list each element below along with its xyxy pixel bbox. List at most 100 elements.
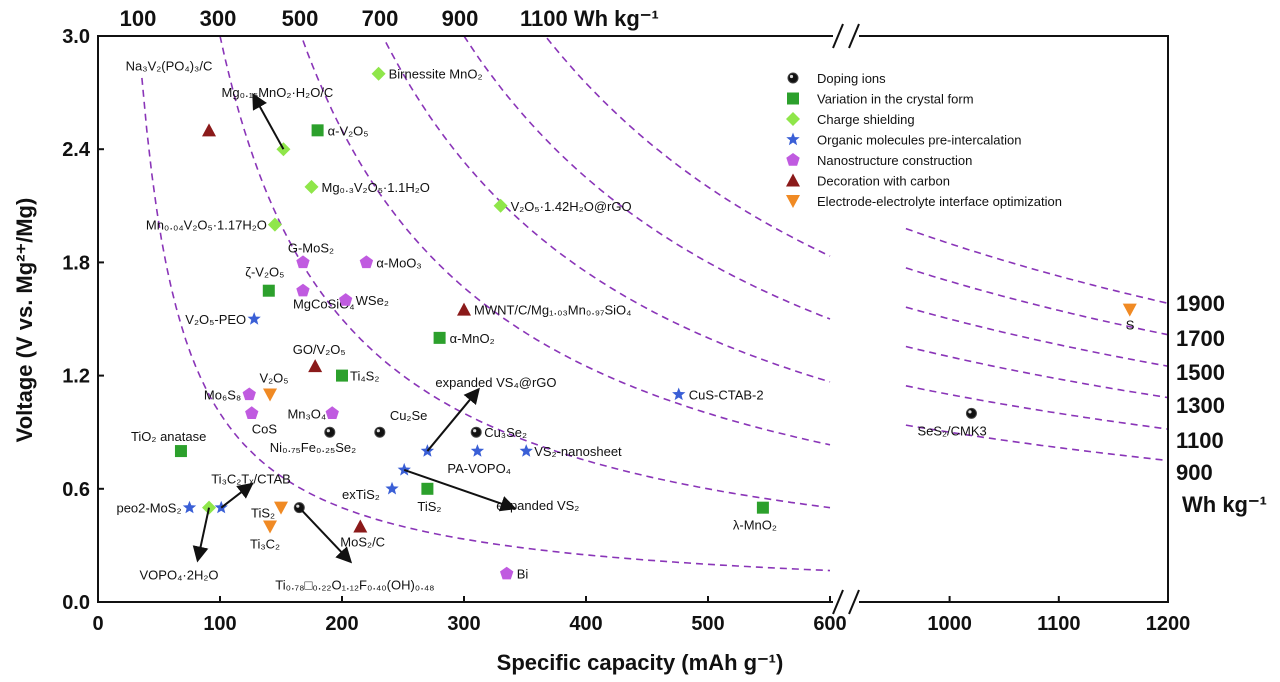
data-point: MoS₂/C [340,519,385,550]
x-tick-label: 1100 [1037,613,1080,635]
top-energy-label: 900 [442,6,479,31]
right-energy-unit: Wh kg⁻¹ [1182,492,1267,517]
point-label: Mg₀.₁₅MnO₂·H₂O/C [222,85,334,100]
marker-pentagon [786,153,800,166]
x-tick-label: 400 [569,613,602,635]
marker-triangle-down [1122,303,1137,317]
marker-square [421,482,434,495]
marker-star [182,500,197,514]
legend-label: Organic molecules pre-intercalation [817,133,1021,148]
data-point: WSe₂ [339,293,389,308]
axis-ticks: 0 100 200 300 400 500 600 1000 1100 1200 0.0 0.6 1.2… [62,6,1267,635]
point-label: TiS₂ [417,499,441,514]
iso-energy-curve-right-1900 [905,227,1169,305]
data-point: α-V₂O₅ [311,123,369,138]
point-label: V₂O₅-PEO [185,312,246,327]
marker-star [247,312,261,325]
point-label: α-MoO₃ [376,255,421,270]
x-tick-label: 600 [813,613,846,635]
marker-diamond [493,198,508,213]
marker-triangle [202,123,217,137]
top-energy-label: 700 [362,6,399,31]
legend-label: Variation in the crystal form [817,92,974,107]
legend-item: Organic molecules pre-intercalation [786,132,1021,148]
marker-circle [965,407,977,419]
data-point: Na₃V₂(PO₄)₃/C [126,58,217,137]
point-label: Mg₀.₃V₂O₅·1.1H₂O [322,180,430,195]
marker-triangle-down [263,388,278,402]
x-tick-label: 0 [92,613,103,635]
marker-triangle [457,302,471,316]
legend-item: Charge shielding [786,112,915,127]
marker-star [786,132,800,146]
iso-energy-curve-right-1100 [905,385,1169,430]
data-point: TiS₂ [251,501,288,521]
data-point: V₂O₅·1.42H₂O@rGO [493,198,632,214]
point-label: Mn₃O₄ [287,406,326,421]
data-points: Birnessite MnO₂ Mg₀.₁₅MnO₂·H₂O/C Na₃V₂(PO₄… [116,58,1137,593]
marker-pentagon [500,566,514,580]
point-label: Ti₃C₂ [250,537,280,552]
marker-circle [470,426,482,438]
marker-triangle [786,173,800,187]
marker-pentagon [296,255,310,269]
point-label: G-MoS₂ [288,240,334,255]
data-point: GO/V₂O₅ [293,342,346,373]
marker-triangle [353,519,368,533]
legend-item: Nanostructure construction [786,153,972,168]
marker-highlight [326,429,330,433]
right-energy-label: 1900 [1176,291,1225,316]
point-label: CoS [252,421,278,436]
iso-energy-curve-right-1700 [905,267,1169,336]
y-tick-label: 0.6 [62,479,90,501]
point-label: CuS-CTAB-2 [689,387,764,402]
x-tick-label: 1200 [1146,613,1191,635]
point-label: Cu₃Se₂ [484,425,527,440]
data-point: SeS₂/CMK3 [917,407,987,438]
point-label: S [1126,318,1135,333]
y-tick-label: 3.0 [62,26,90,48]
point-label: MgCoSiO₄ [293,297,355,312]
point-label: Na₃V₂(PO₄)₃/C [126,58,213,73]
marker-triangle-down [274,501,288,515]
x-axis-title: Specific capacity (mAh g⁻¹) [497,650,784,675]
point-label: V₂O₅ [259,370,288,385]
point-label: expanded VS₂ [496,498,579,513]
point-label: peo2-MoS₂ [116,501,181,516]
x-tick-label: 200 [325,613,358,635]
y-tick-label: 2.4 [62,139,91,161]
marker-triangle-down [263,520,278,534]
legend-label: Charge shielding [817,112,915,127]
iso-energy-curve-right-1500 [905,306,1169,367]
point-label: Cu₂Se [390,408,428,423]
point-label: WSe₂ [356,293,389,308]
plot-frame [97,23,1169,615]
point-label: Ni₀.₇₅Fe₀.₂₅Se₂ [270,440,356,455]
point-label: expanded VS₄@rGO [435,375,556,390]
marker-highlight [968,410,972,414]
marker-star [470,444,485,457]
y-tick-label: 1.8 [62,252,90,274]
data-point: V₂O₅ [259,370,289,402]
data-point: Ti₃C₂ [250,520,280,552]
point-label: TiS₂ [251,506,275,521]
data-point: Cu₃Se₂ [470,425,527,440]
marker-pentagon [325,406,339,419]
data-point: V₂O₅-PEO [185,312,261,327]
axis-break-mark [832,23,844,49]
point-label: MoS₂/C [340,535,385,550]
marker-highlight [789,74,794,79]
axis-break-mark [848,23,860,49]
annotation-arrow [426,387,480,452]
right-energy-label: 900 [1176,460,1213,485]
marker-star [672,387,686,401]
x-tick-label: 1000 [927,613,972,635]
right-energy-label: 1300 [1176,393,1225,418]
iso-energy-curve-right-900 [905,424,1169,462]
marker-diamond [304,179,319,194]
data-point: α-MoO₃ [359,255,422,270]
marker-square [756,501,769,514]
data-point: Ti₄S₂ [336,369,379,384]
legend-label: Nanostructure construction [817,153,972,168]
right-energy-label: 1700 [1176,326,1225,351]
